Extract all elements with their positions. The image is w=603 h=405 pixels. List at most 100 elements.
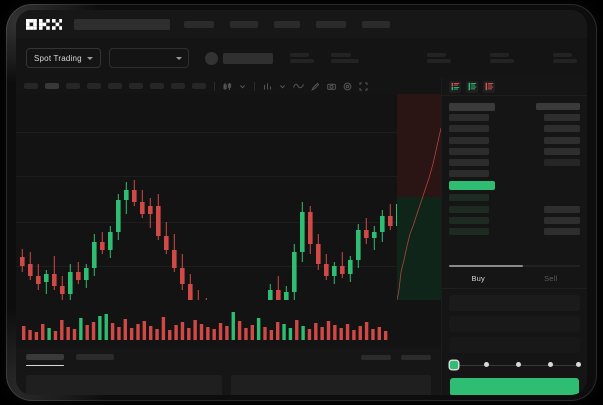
timeframe-1[interactable]: [24, 83, 38, 89]
orderbook-asks-icon[interactable]: [483, 80, 495, 93]
bid-price: [449, 205, 489, 213]
camera-snapshot-icon[interactable]: [327, 82, 336, 91]
order-total-input[interactable]: [449, 337, 580, 353]
ask-price: [449, 114, 489, 122]
timeframe-2[interactable]: [45, 83, 59, 89]
orderbook-trade-panel: Buy Sell: [441, 78, 587, 395]
timeframe-3[interactable]: [66, 83, 80, 89]
orderbook-ask-row[interactable]: [442, 168, 587, 179]
pencil-draw-icon[interactable]: [311, 82, 320, 91]
nav-item-5[interactable]: [362, 20, 390, 28]
timeframe-9[interactable]: [192, 83, 206, 89]
price-chart[interactable]: [16, 94, 441, 300]
primary-nav: [184, 20, 390, 28]
bid-price: [449, 227, 489, 235]
fullscreen-expand-icon[interactable]: [359, 82, 368, 91]
settings-gear-icon[interactable]: [343, 82, 352, 91]
market-type-label: Spot Trading: [34, 53, 82, 63]
slider-handle[interactable]: [450, 360, 458, 369]
orderbook-ask-row[interactable]: [442, 146, 587, 157]
nav-item-3[interactable]: [274, 20, 300, 28]
ask-size: [544, 147, 580, 155]
account-stats: [410, 52, 577, 64]
nav-item-1[interactable]: [184, 20, 214, 28]
order-price-input[interactable]: [449, 295, 580, 311]
candlestick-type-icon[interactable]: [223, 82, 232, 91]
order-amount-input[interactable]: [449, 316, 580, 332]
order-amount-slider[interactable]: [450, 359, 581, 373]
orderbook-ask-row[interactable]: [442, 135, 587, 146]
tab-open-orders-label: [26, 354, 64, 360]
orderbook-header: [442, 78, 587, 96]
orderbook-header-price: [449, 102, 495, 111]
timeframe-6[interactable]: [129, 83, 143, 89]
nav-item-4[interactable]: [316, 20, 346, 28]
orderbook-both-icon[interactable]: [449, 80, 461, 93]
orders-content-box-2: [231, 375, 431, 395]
slider-stop-75[interactable]: [548, 362, 553, 367]
timeframe-4[interactable]: [87, 83, 101, 89]
pair-stat-2: [330, 52, 359, 64]
account-stat-2: [490, 52, 514, 64]
orderbook-ask-row[interactable]: [442, 157, 587, 168]
okx-logo[interactable]: [26, 18, 62, 30]
tab-open-orders[interactable]: [26, 354, 64, 367]
last-price-value: [222, 52, 273, 64]
slider-stop-50[interactable]: [516, 362, 521, 367]
orders-tabs: [26, 354, 114, 367]
tab-sell[interactable]: Sell: [544, 274, 558, 283]
orderbook-bid-row[interactable]: [442, 215, 587, 226]
orderbook-header-size: [536, 103, 580, 111]
orderbook-last-price: [442, 179, 587, 192]
orderbook-bid-row[interactable]: [442, 204, 587, 215]
order-form: [442, 289, 587, 353]
market-type-select[interactable]: Spot Trading: [26, 48, 101, 68]
chart-gridline: [16, 222, 441, 223]
orderbook-bids-icon[interactable]: [466, 80, 478, 93]
account-stat-1-label: [427, 52, 446, 57]
tab-buy[interactable]: Buy: [471, 274, 486, 283]
orderbook-bid-row[interactable]: [442, 192, 587, 203]
account-stat-3-label: [553, 52, 572, 57]
line-wave-icon[interactable]: [293, 82, 304, 90]
chevron-down-icon[interactable]: [239, 83, 246, 90]
orders-content: [26, 375, 431, 395]
ask-price: [449, 147, 489, 155]
chevron-down-icon: [175, 56, 182, 60]
timeframe-7[interactable]: [150, 83, 164, 89]
timeframe-8[interactable]: [171, 83, 185, 89]
ask-size: [544, 159, 580, 167]
orders-action-2[interactable]: [401, 355, 431, 360]
ask-price: [449, 159, 489, 167]
orderbook-ask-row[interactable]: [442, 123, 587, 134]
nav-item-2[interactable]: [230, 20, 258, 28]
timeframe-5[interactable]: [108, 83, 122, 89]
pair-stat-2-value: [330, 59, 359, 64]
bid-size: [544, 205, 580, 213]
slider-stop-100[interactable]: [576, 362, 581, 367]
chevron-down-icon: [86, 56, 93, 60]
trading-pair-select[interactable]: [108, 48, 189, 68]
orders-actions: [361, 355, 431, 360]
orderbook-ask-row[interactable]: [442, 112, 587, 123]
orderbook-scrollbar[interactable]: [449, 263, 580, 269]
submit-buy-button[interactable]: [450, 378, 579, 395]
tab-order-history[interactable]: [76, 354, 114, 360]
orderbook-rows[interactable]: [442, 96, 587, 261]
pair-stat-2-label: [330, 52, 351, 57]
app-header: [16, 10, 587, 38]
ask-price: [449, 170, 489, 178]
orderbook-column-headers: [442, 101, 587, 112]
tab-active-underline: [26, 365, 64, 367]
orders-action-1[interactable]: [361, 355, 391, 360]
indicators-icon[interactable]: [263, 82, 272, 91]
pair-coin-avatar: [204, 51, 218, 65]
slider-track: [452, 365, 577, 366]
slider-stop-25[interactable]: [484, 362, 489, 367]
account-stat-2-value: [490, 59, 514, 64]
candlestick-series: [20, 180, 417, 300]
orderbook-bid-row[interactable]: [442, 226, 587, 237]
search-input[interactable]: [74, 18, 170, 30]
chevron-down-icon[interactable]: [279, 83, 286, 90]
scrollbar-thumb[interactable]: [449, 265, 523, 267]
